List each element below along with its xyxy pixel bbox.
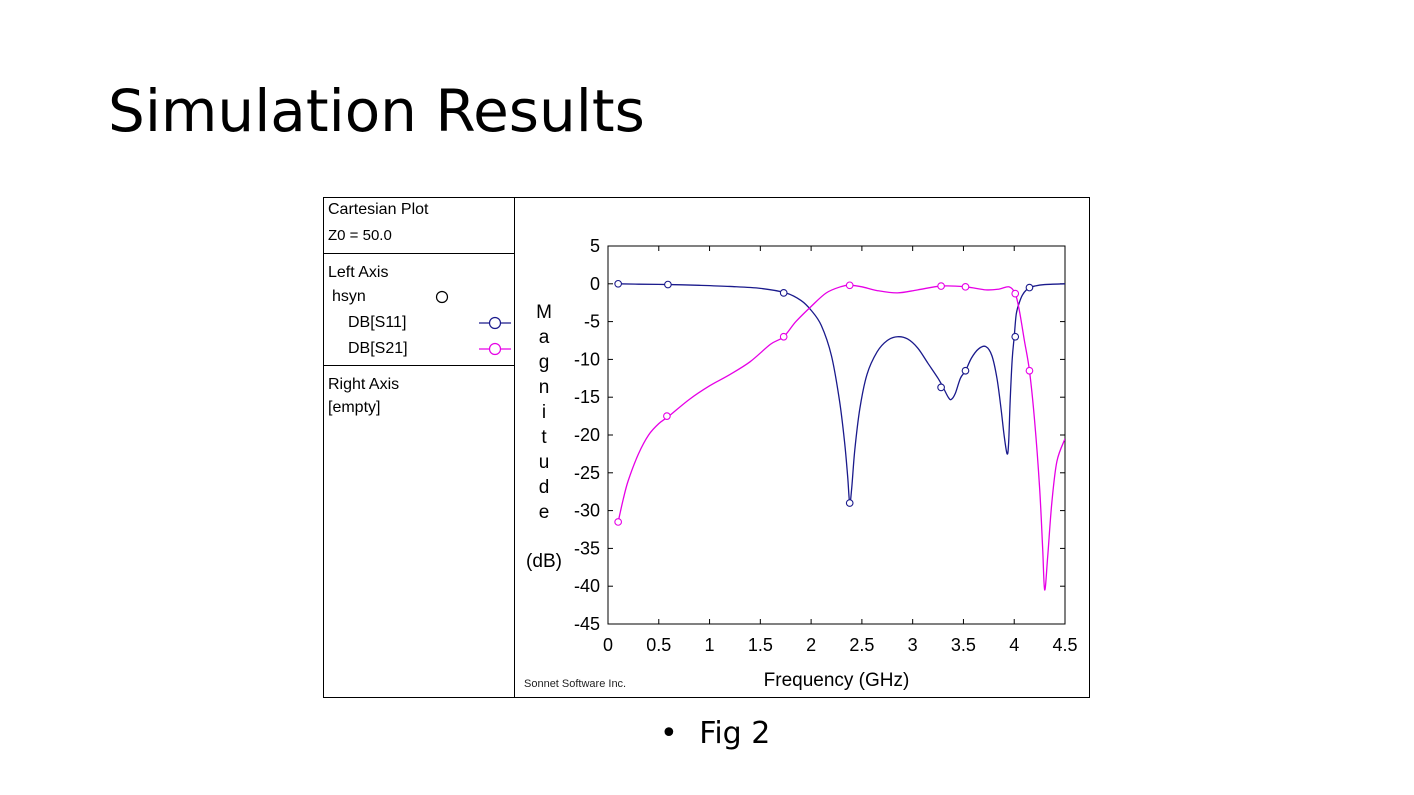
y-tick-label: -45 (574, 614, 600, 634)
y-tick-label: -30 (574, 501, 600, 521)
y-tick-label: 5 (590, 236, 600, 256)
data-point-db-s11 (664, 280, 672, 289)
y-axis-title-letter: u (539, 452, 550, 473)
figure-caption: • Fig 2 (660, 716, 770, 751)
y-axis-title-letter: M (536, 302, 552, 323)
right-axis-label: Right Axis (328, 376, 400, 393)
y-tick-label: -15 (574, 387, 600, 407)
data-point-db-s21 (1011, 289, 1020, 298)
magnitude-chart: 50-5-10-15-20-25-30-35-40-450 0.5 1 1.5 2 2.5… (524, 236, 1078, 691)
y-tick-label: -10 (574, 349, 600, 369)
y-axis-unit: (dB) (526, 551, 562, 572)
legend-s21-label: DB[S21] (348, 340, 408, 357)
y-tick-label: -25 (574, 463, 600, 483)
data-point-db-s11 (1011, 332, 1020, 341)
y-axis-title-letter: n (539, 377, 550, 398)
x-tick-label: 2.5 (849, 635, 874, 655)
x-tick-label: 1.5 (748, 635, 773, 655)
data-point-db-s11 (845, 499, 854, 507)
caption-text: Fig 2 (699, 716, 771, 751)
legend-s11-line-icon (479, 316, 511, 330)
y-tick-label: -20 (574, 425, 600, 445)
x-tick-label: 3.5 (951, 635, 976, 655)
data-point-db-s21 (663, 412, 671, 420)
left-axis-label: Left Axis (328, 264, 389, 281)
x-tick-label: 0 (603, 635, 613, 655)
data-point-db-s21 (779, 332, 788, 341)
legend-header-section: Cartesian Plot Z0 = 50.0 (324, 198, 514, 254)
x-tick-label: 2 (806, 635, 816, 655)
legend-s21-line-icon (479, 342, 511, 356)
z0-label: Z0 = 50.0 (328, 227, 392, 244)
y-tick-label: 0 (590, 274, 600, 294)
data-point-db-s21 (1025, 366, 1034, 375)
group-name-label: hsyn (332, 288, 366, 305)
data-point-db-s11 (961, 366, 970, 375)
legend-s11-label: DB[S11] (348, 314, 407, 331)
series-line-db-s21 (617, 284, 1065, 591)
plot-area-border (607, 245, 1066, 625)
legend-right-axis-section: Right Axis [empty] (324, 366, 514, 466)
y-tick-label: -5 (584, 312, 600, 332)
y-axis-title-letter: g (539, 352, 550, 373)
y-axis-title-letter: t (541, 427, 547, 448)
y-axis-title-letter: a (539, 327, 550, 348)
x-tick-label: 0.5 (646, 635, 671, 655)
y-axis-title-letter: e (539, 502, 550, 523)
legend-panel: Cartesian Plot Z0 = 50.0 Left Axis hsyn … (324, 198, 515, 697)
data-point-db-s21 (937, 282, 945, 290)
series-line-db-s11 (618, 283, 1065, 504)
x-axis-title: Frequency (GHz) (764, 670, 910, 691)
x-tick-label: 1 (705, 635, 715, 655)
plot-frame: Cartesian Plot Z0 = 50.0 Left Axis hsyn … (323, 197, 1090, 698)
y-tick-label: -40 (574, 576, 600, 596)
y-axis-title-letter: i (542, 402, 546, 423)
data-point-db-s11 (1025, 283, 1034, 292)
caption-bullet: • (660, 716, 678, 751)
legend-left-axis-section: Left Axis hsyn DB[S11] DB[S21] (324, 254, 514, 366)
data-point-db-s21 (614, 518, 623, 526)
data-point-db-s11 (937, 383, 945, 392)
data-point-db-s21 (845, 281, 854, 290)
slide-title: Simulation Results (108, 77, 645, 145)
plot-type-label: Cartesian Plot (328, 201, 429, 218)
x-tick-label: 3 (908, 635, 918, 655)
right-axis-value: [empty] (328, 399, 381, 416)
y-axis-title-letter: d (539, 477, 550, 498)
data-point-db-s11 (779, 289, 788, 297)
data-point-db-s11 (614, 279, 623, 288)
software-credit: Sonnet Software Inc. (524, 678, 626, 690)
x-tick-label: 4 (1009, 635, 1019, 655)
data-point-db-s21 (961, 282, 970, 291)
y-tick-label: -35 (574, 538, 600, 558)
group-circle-icon (435, 290, 449, 304)
x-tick-label: 4.5 (1052, 635, 1077, 655)
